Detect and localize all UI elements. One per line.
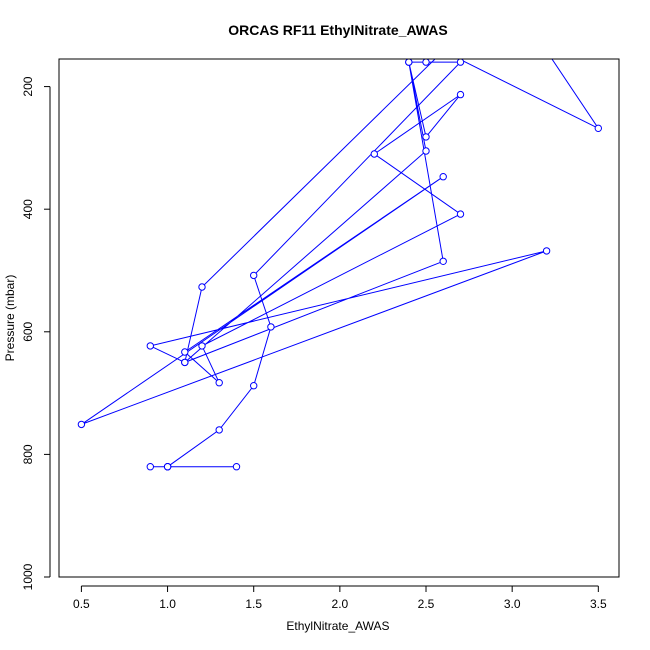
data-point bbox=[215, 426, 223, 434]
data-point bbox=[163, 463, 172, 471]
data-point bbox=[456, 59, 465, 66]
data-point bbox=[422, 59, 430, 66]
series-line bbox=[81, 59, 600, 468]
chart-title: ORCAS RF11 EthylNitrate_AWAS bbox=[228, 22, 447, 38]
x-tick-label: 3.5 bbox=[590, 597, 607, 611]
data-point bbox=[146, 463, 155, 471]
x-tick-label: 2.0 bbox=[332, 597, 349, 611]
y-tick-label: 600 bbox=[21, 321, 35, 341]
y-tick-label: 800 bbox=[21, 444, 35, 464]
data-point bbox=[439, 173, 447, 181]
data-point bbox=[146, 342, 155, 350]
data-point bbox=[198, 342, 206, 350]
data-point bbox=[440, 48, 446, 54]
x-tick-label: 0.5 bbox=[73, 597, 90, 611]
data-point bbox=[422, 133, 430, 141]
data-point bbox=[370, 150, 378, 158]
data-point bbox=[250, 271, 258, 280]
data-point bbox=[594, 124, 602, 133]
series-layer bbox=[77, 48, 602, 471]
x-axis-label: EthylNitrate_AWAS bbox=[286, 619, 389, 633]
data-point bbox=[542, 247, 551, 255]
data-point bbox=[77, 420, 86, 429]
data-point bbox=[439, 257, 447, 265]
axes: 0.5 1.0 1.5 2.0 2.5 3.0 3.5 200 400 600 800 1000 bbox=[21, 76, 607, 611]
data-point bbox=[543, 48, 549, 54]
data-point bbox=[198, 283, 206, 291]
data-point bbox=[422, 147, 430, 155]
plot-frame bbox=[58, 58, 620, 578]
y-tick-label: 200 bbox=[21, 76, 35, 96]
data-point bbox=[456, 210, 465, 218]
x-tick-label: 1.5 bbox=[245, 597, 262, 611]
data-point bbox=[215, 379, 223, 387]
data-point bbox=[267, 323, 275, 331]
y-tick-label: 1000 bbox=[21, 563, 35, 590]
x-tick-label: 2.5 bbox=[418, 597, 435, 611]
data-point bbox=[456, 90, 465, 99]
y-tick-label: 400 bbox=[21, 199, 35, 219]
x-tick-label: 1.0 bbox=[159, 597, 176, 611]
data-point bbox=[232, 463, 241, 471]
data-point bbox=[181, 358, 189, 367]
data-point bbox=[405, 59, 413, 66]
x-tick-label: 3.0 bbox=[504, 597, 521, 611]
y-axis-label: Pressure (mbar) bbox=[3, 275, 17, 362]
data-point bbox=[181, 348, 189, 356]
data-point bbox=[250, 382, 258, 390]
